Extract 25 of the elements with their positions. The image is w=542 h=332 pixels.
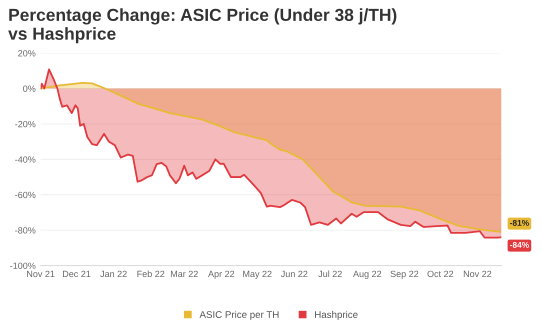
y-tick-label: 0% [23,86,36,92]
x-tick-label: Jun 22 [280,270,308,278]
legend-label: ASIC Price per TH [200,310,278,320]
chart-title: Percentage Change: ASIC Price (Under 38 j/TH) vs Hashprice [8,8,396,44]
y-tick-label: -40% [15,156,36,163]
x-tick-label: Sep 22 [390,270,418,279]
x-tick-label: Mar 22 [170,270,198,278]
x-tick-label: May 22 [243,270,272,279]
y-tick-label: -20% [15,120,36,128]
y-tick-label: -100% [10,262,36,269]
y-tick-label: 20% [18,50,36,56]
annotation: -84% [510,242,529,248]
x-tick-label: Dec 21 [62,270,90,278]
x-tick-label: Nov 21 [27,270,55,278]
x-tick-label: Nov 22 [464,270,492,278]
annotation: -81% [510,220,529,226]
x-tick-label: Aug 22 [353,270,382,279]
y-tick-label: -80% [15,227,36,234]
x-tick-label: Oct 22 [427,270,454,278]
y-tick-label: -60% [15,192,36,198]
x-tick-label: Feb 22 [137,270,164,278]
x-tick-label: Apr 22 [208,270,234,279]
x-tick-label: Jan 22 [100,270,127,278]
x-tick-label: Jul 22 [318,270,342,278]
legend-label: Hashprice [315,310,358,320]
